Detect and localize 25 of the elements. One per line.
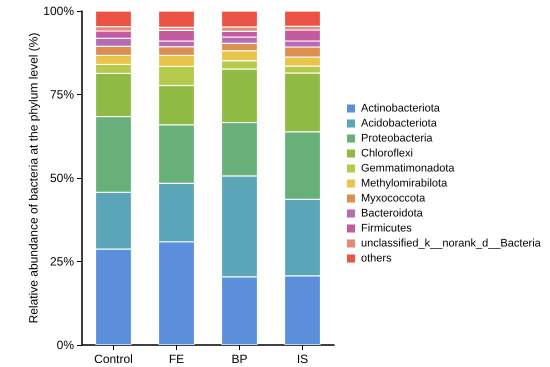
legend-label: others [361, 252, 392, 264]
legend-label: Actinobacteriota [361, 102, 441, 114]
legend-label: Gemmatimonadota [361, 162, 456, 174]
y-tick-label: 100% [43, 4, 74, 18]
bar [222, 11, 258, 28]
x-tick-label: IS [296, 352, 308, 366]
x-tick-label: FE [168, 352, 184, 366]
y-tick-label: 25% [50, 254, 74, 268]
y-tick-label: 0% [56, 338, 74, 352]
y-tick-label: 50% [50, 171, 74, 185]
x-tick-label: BP [231, 352, 248, 366]
legend-label: Methylomirabilota [361, 178, 448, 190]
y-axis-title: Relative abundance of bacteria at the phylum level (%) [26, 32, 40, 324]
x-tick-label: Control [94, 352, 133, 366]
legend-label: Firmicutes [361, 222, 412, 234]
legend-label: Bacteroidota [361, 208, 424, 220]
bar [158, 11, 194, 28]
legend-label: Chloroflexi [361, 148, 413, 160]
y-tick-label: 75% [50, 88, 74, 102]
legend-label: Proteobacteria [361, 132, 434, 144]
legend-label: Acidobacteriota [361, 118, 438, 130]
legend-label: unclassified_k__norank_d__Bacteria [361, 238, 542, 250]
bar [96, 11, 132, 27]
bar [284, 11, 320, 26]
legend-label: Myxococcota [361, 192, 426, 204]
